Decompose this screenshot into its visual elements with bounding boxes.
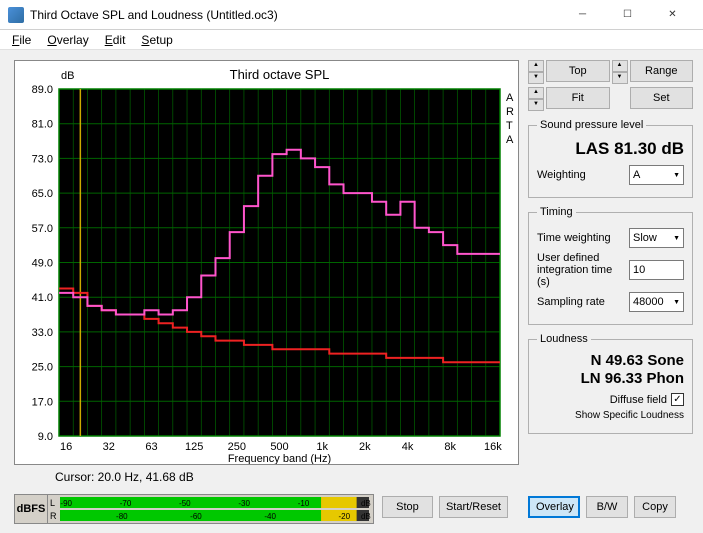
down-icon[interactable]: ▼	[612, 72, 628, 84]
svg-text:R: R	[50, 511, 57, 521]
svg-text:A: A	[506, 92, 514, 104]
svg-text:89.0: 89.0	[32, 84, 53, 96]
fit-spinner[interactable]: ▲ ▼	[528, 87, 544, 111]
loudness-group: Loudness N 49.63 Sone LN 96.33 Phon Diff…	[528, 333, 693, 434]
weighting-select[interactable]: A	[629, 165, 684, 185]
stop-button[interactable]: Stop	[382, 496, 433, 518]
svg-text:9.0: 9.0	[38, 431, 53, 443]
integration-label: User defined integration time (s)	[537, 252, 625, 288]
integration-input[interactable]: 10	[629, 260, 684, 280]
svg-text:T: T	[506, 120, 513, 132]
fit-button[interactable]: Fit	[546, 87, 610, 109]
svg-text:-80: -80	[116, 512, 128, 521]
svg-text:16k: 16k	[484, 441, 502, 453]
timing-legend: Timing	[537, 206, 576, 218]
sampling-select[interactable]: 48000	[629, 292, 684, 312]
svg-text:65.0: 65.0	[32, 188, 53, 200]
svg-text:2k: 2k	[359, 441, 371, 453]
las-readout: LAS 81.30 dB	[537, 139, 684, 159]
dbfs-label: dBFS	[14, 494, 48, 524]
n-readout: N 49.63 Sone	[537, 352, 684, 369]
start-reset-button[interactable]: Start/Reset	[439, 496, 508, 518]
client-area: 89.0 81.0 73.0 65.0 57.0 49.0 41.0 33.0 25.0 17.0…	[0, 50, 703, 533]
svg-text:A: A	[506, 134, 514, 146]
app-icon	[8, 7, 24, 23]
svg-text:73.0: 73.0	[32, 153, 53, 165]
svg-text:dB: dB	[61, 70, 74, 82]
minimize-button[interactable]: ─	[560, 1, 605, 29]
maximize-button[interactable]: ☐	[605, 1, 650, 29]
chart-svg: 89.0 81.0 73.0 65.0 57.0 49.0 41.0 33.0 25.0 17.0…	[15, 61, 518, 464]
svg-text:32: 32	[103, 441, 115, 453]
svg-text:dB: dB	[361, 512, 371, 521]
svg-text:250: 250	[228, 441, 246, 453]
window-title: Third Octave SPL and Loudness (Untitled.…	[30, 8, 560, 22]
sampling-label: Sampling rate	[537, 296, 625, 308]
timing-group: Timing Time weighting Slow User defined …	[528, 206, 693, 325]
diffuse-checkbox[interactable]: ✓	[671, 393, 684, 406]
ln-readout: LN 96.33 Phon	[537, 370, 684, 387]
weighting-label: Weighting	[537, 169, 625, 181]
svg-text:-90: -90	[60, 499, 72, 508]
svg-text:81.0: 81.0	[32, 119, 53, 131]
menu-edit[interactable]: Edit	[97, 31, 134, 49]
svg-text:500: 500	[270, 441, 288, 453]
range-button[interactable]: Range	[630, 60, 694, 82]
svg-text:R: R	[506, 106, 514, 118]
svg-text:-60: -60	[190, 512, 202, 521]
time-weighting-label: Time weighting	[537, 232, 625, 244]
time-weighting-select[interactable]: Slow	[629, 228, 684, 248]
svg-text:dB: dB	[361, 499, 371, 508]
svg-text:16: 16	[60, 441, 72, 453]
svg-text:-30: -30	[238, 499, 250, 508]
svg-text:25.0: 25.0	[32, 362, 53, 374]
spl-legend: Sound pressure level	[537, 119, 646, 131]
show-loudness-label: Show Specific Loudness	[537, 410, 684, 421]
meter-bars: L -90 -70 -50 -30 -10 dB R -80 -60 -40 -20 dB	[48, 494, 374, 524]
set-button[interactable]: Set	[630, 87, 694, 109]
down-icon[interactable]: ▼	[528, 99, 544, 111]
svg-text:-40: -40	[264, 512, 276, 521]
range-spinner[interactable]: ▲ ▼	[612, 60, 628, 84]
svg-text:41.0: 41.0	[32, 292, 53, 304]
cursor-readout: Cursor: 20.0 Hz, 41.68 dB	[55, 470, 194, 484]
svg-text:49.0: 49.0	[32, 258, 53, 270]
menu-setup[interactable]: Setup	[133, 31, 180, 49]
right-panel: ▲ ▼ Top ▲ ▼ Range ▲ ▼ Fit Set Sound pres…	[528, 60, 693, 434]
svg-text:Frequency band (Hz): Frequency band (Hz)	[228, 453, 331, 464]
svg-text:8k: 8k	[444, 441, 456, 453]
dbfs-meter: dBFS L -90 -70 -50 -30 -10 dB R -80 -60 -40 -20 dB	[14, 494, 374, 524]
menu-file[interactable]: File	[4, 31, 39, 49]
svg-text:125: 125	[185, 441, 203, 453]
bw-button[interactable]: B/W	[586, 496, 628, 518]
svg-text:-70: -70	[120, 499, 132, 508]
loudness-legend: Loudness	[537, 333, 591, 345]
up-icon[interactable]: ▲	[612, 60, 628, 72]
close-button[interactable]: ✕	[650, 1, 695, 29]
title-bar: Third Octave SPL and Loudness (Untitled.…	[0, 0, 703, 30]
svg-text:L: L	[50, 498, 55, 508]
spl-group: Sound pressure level LAS 81.30 dB Weight…	[528, 119, 693, 198]
menu-bar: File Overlay Edit Setup	[0, 30, 703, 50]
svg-text:33.0: 33.0	[32, 327, 53, 339]
svg-text:-10: -10	[298, 499, 310, 508]
top-spinner[interactable]: ▲ ▼	[528, 60, 544, 84]
chart-panel: 89.0 81.0 73.0 65.0 57.0 49.0 41.0 33.0 25.0 17.0…	[14, 60, 519, 465]
up-icon[interactable]: ▲	[528, 60, 544, 72]
svg-text:17.0: 17.0	[32, 396, 53, 408]
svg-text:-50: -50	[179, 499, 191, 508]
diffuse-label: Diffuse field	[537, 394, 667, 406]
svg-text:-20: -20	[338, 512, 350, 521]
top-button[interactable]: Top	[546, 60, 610, 82]
down-icon[interactable]: ▼	[528, 72, 544, 84]
svg-text:63: 63	[145, 441, 157, 453]
svg-text:57.0: 57.0	[32, 223, 53, 235]
up-icon[interactable]: ▲	[528, 87, 544, 99]
overlay-button[interactable]: Overlay	[528, 496, 580, 518]
copy-button[interactable]: Copy	[634, 496, 676, 518]
svg-text:Third octave SPL: Third octave SPL	[230, 67, 330, 82]
svg-text:1k: 1k	[316, 441, 328, 453]
svg-text:4k: 4k	[402, 441, 414, 453]
menu-overlay[interactable]: Overlay	[39, 31, 96, 49]
